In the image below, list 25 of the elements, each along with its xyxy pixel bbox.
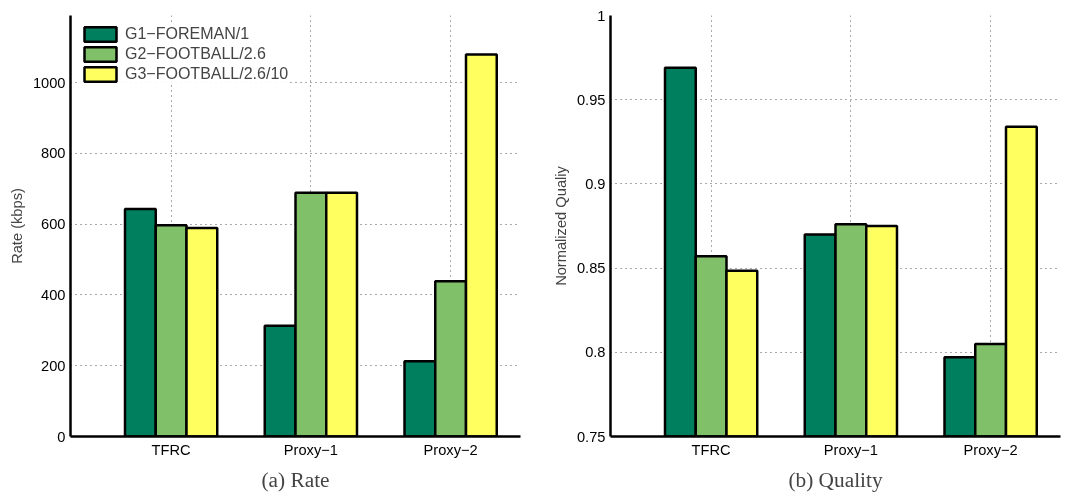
y-tick-label: 0: [57, 428, 66, 445]
y-tick-label: 800: [41, 145, 66, 162]
y-tick-label: 1: [597, 7, 606, 24]
text: (b) Quality: [788, 467, 883, 492]
x-tick-label: Proxy−2: [423, 441, 478, 458]
y-tick-label: 0.75: [576, 428, 606, 445]
y-tick-label: 400: [41, 286, 66, 303]
y-axis-title: Rate (kbps): [8, 188, 25, 264]
y-tick-label: 200: [41, 357, 66, 374]
y-tick-label: 0.85: [576, 260, 606, 277]
y-tick-label: 0.8: [585, 344, 606, 361]
legend-label: G3−FOOTBALL/2.6/10: [125, 65, 289, 83]
x-tick-label: TFRC: [151, 441, 192, 458]
legend-label: G1−FOREMAN/1: [125, 25, 250, 43]
y-tick-label: 0.95: [576, 91, 606, 108]
x-tick-label: TFRC: [691, 441, 732, 458]
x-tick-label: Proxy−1: [283, 441, 338, 458]
y-tick-label: 1000: [32, 74, 66, 91]
x-tick-label: Proxy−2: [963, 441, 1018, 458]
legend-label: G2−FOOTBALL/2.6: [125, 45, 266, 63]
y-tick-label: 0.9: [585, 175, 606, 192]
x-tick-label: Proxy−1: [823, 441, 878, 458]
text: (a) Rate: [261, 467, 330, 492]
y-tick-label: 600: [41, 216, 66, 233]
y-axis-title: Normalized Qualiy: [552, 165, 569, 286]
